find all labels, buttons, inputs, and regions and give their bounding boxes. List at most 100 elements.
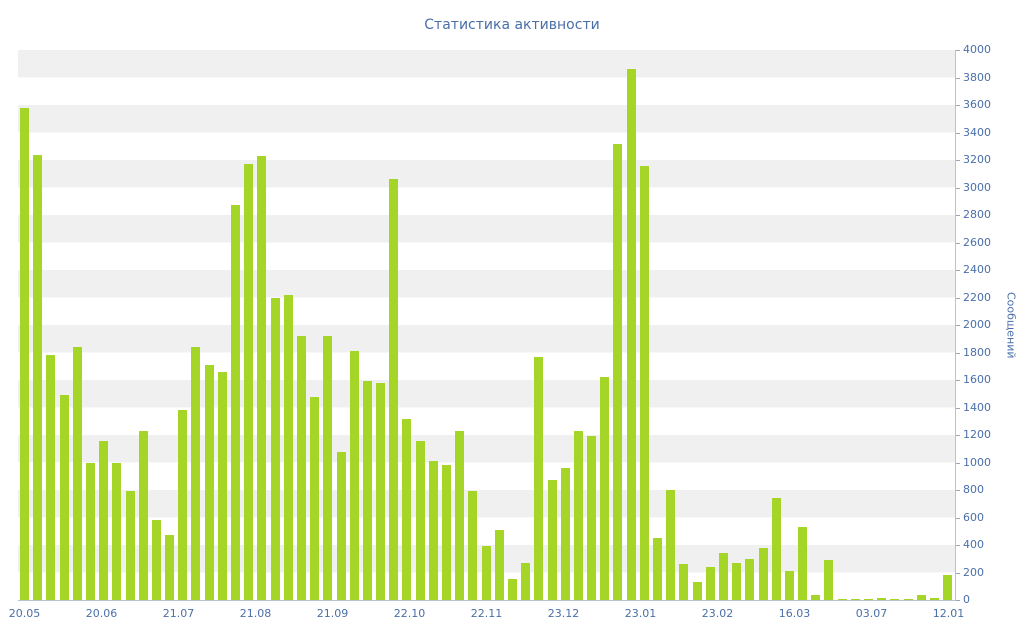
- bar[interactable]: [718, 553, 728, 600]
- bar[interactable]: [442, 465, 451, 600]
- bar[interactable]: [415, 440, 425, 600]
- y-tick-label: 0: [963, 593, 970, 606]
- bar[interactable]: [125, 491, 135, 600]
- bar[interactable]: [705, 567, 715, 600]
- bar[interactable]: [59, 395, 69, 600]
- bar[interactable]: [283, 294, 293, 600]
- y-tick-mark: [955, 270, 960, 271]
- y-tick-label: 2400: [963, 263, 991, 276]
- bar[interactable]: [639, 165, 649, 600]
- bar[interactable]: [679, 564, 689, 600]
- bar[interactable]: [784, 571, 794, 600]
- bar[interactable]: [864, 598, 873, 600]
- bar[interactable]: [165, 535, 175, 600]
- y-tick-label: 2000: [963, 318, 991, 331]
- bar[interactable]: [771, 498, 781, 600]
- bar[interactable]: [811, 594, 821, 600]
- bar[interactable]: [362, 381, 372, 600]
- bar[interactable]: [653, 538, 662, 600]
- bar[interactable]: [587, 436, 597, 600]
- bar[interactable]: [178, 410, 188, 600]
- y-tick-label: 3800: [963, 70, 991, 84]
- bar[interactable]: [877, 597, 887, 600]
- y-tick-mark: [955, 490, 960, 491]
- bar[interactable]: [626, 69, 636, 600]
- bar[interactable]: [732, 562, 742, 600]
- bar[interactable]: [112, 462, 122, 600]
- x-axis-labels: 20.05 20.06 21.07 21.08 21.09 22.10 22.11 23.12…: [9, 607, 965, 625]
- x-tick-label: 21.09: [316, 607, 349, 620]
- y-tick-label: 1200: [963, 428, 991, 441]
- bar[interactable]: [613, 143, 623, 600]
- bar[interactable]: [204, 364, 214, 600]
- bar[interactable]: [600, 377, 610, 600]
- bar[interactable]: [943, 575, 953, 600]
- bar[interactable]: [547, 480, 557, 600]
- bar[interactable]: [389, 179, 399, 600]
- x-tick-label: 20.05: [8, 607, 41, 620]
- y-tick-mark: [955, 325, 960, 326]
- bar[interactable]: [231, 205, 240, 600]
- bar[interactable]: [428, 461, 438, 600]
- y-tick-mark: [955, 407, 960, 409]
- bar[interactable]: [217, 371, 227, 600]
- bars-container: [18, 50, 955, 600]
- bar[interactable]: [494, 529, 504, 600]
- bar[interactable]: [534, 356, 544, 600]
- y-axis-title: Сообщений: [1002, 50, 1020, 600]
- x-tick-label: 23.12: [547, 607, 580, 620]
- bar[interactable]: [521, 562, 531, 600]
- bar[interactable]: [916, 594, 926, 600]
- bar[interactable]: [837, 598, 847, 600]
- bar[interactable]: [455, 430, 465, 600]
- bar[interactable]: [758, 547, 768, 600]
- y-tick-label: 600: [963, 510, 984, 524]
- bar[interactable]: [244, 164, 254, 600]
- bar[interactable]: [349, 351, 359, 600]
- y-axis-line: [955, 50, 956, 601]
- y-tick-label: 2200: [963, 290, 991, 304]
- bar[interactable]: [296, 336, 306, 600]
- bar[interactable]: [850, 598, 860, 600]
- bar[interactable]: [151, 520, 161, 600]
- bar[interactable]: [481, 546, 491, 600]
- y-tick-label: 2800: [963, 208, 991, 221]
- bar[interactable]: [20, 107, 29, 600]
- x-tick-label: 22.11: [470, 607, 503, 620]
- bar[interactable]: [46, 355, 56, 600]
- x-tick-label: 23.01: [624, 607, 657, 620]
- bar[interactable]: [468, 491, 478, 600]
- y-tick-label: 2600: [963, 235, 991, 249]
- bar[interactable]: [745, 558, 755, 600]
- bar[interactable]: [573, 430, 583, 600]
- y-tick-mark: [955, 380, 960, 381]
- bar[interactable]: [85, 462, 95, 600]
- chart-title: Статистика активности: [424, 17, 600, 33]
- bar[interactable]: [33, 154, 43, 600]
- bar[interactable]: [560, 468, 570, 600]
- bar[interactable]: [692, 582, 702, 600]
- bar[interactable]: [903, 598, 913, 600]
- bar[interactable]: [507, 579, 517, 600]
- bar[interactable]: [798, 527, 808, 600]
- bar[interactable]: [890, 598, 900, 600]
- bar[interactable]: [402, 418, 412, 600]
- bar[interactable]: [72, 347, 82, 600]
- bar[interactable]: [99, 440, 109, 600]
- bar[interactable]: [929, 597, 939, 600]
- bar[interactable]: [336, 451, 346, 600]
- y-tick-label: 3200: [963, 153, 991, 166]
- bar[interactable]: [270, 297, 280, 600]
- y-tick-mark: [955, 517, 960, 519]
- y-axis-labels: 0 200 400 600 800 1000 1200 1400 1600 1800 2000 220…: [963, 43, 1003, 606]
- bar[interactable]: [191, 347, 201, 600]
- bar[interactable]: [666, 490, 676, 600]
- bar[interactable]: [138, 430, 148, 600]
- bar[interactable]: [376, 382, 386, 600]
- bar[interactable]: [323, 336, 333, 600]
- bar[interactable]: [824, 560, 834, 600]
- x-tick-label: 20.06: [85, 607, 118, 620]
- bar[interactable]: [257, 155, 267, 600]
- bar[interactable]: [310, 396, 320, 600]
- y-tick-label: 1400: [963, 400, 991, 414]
